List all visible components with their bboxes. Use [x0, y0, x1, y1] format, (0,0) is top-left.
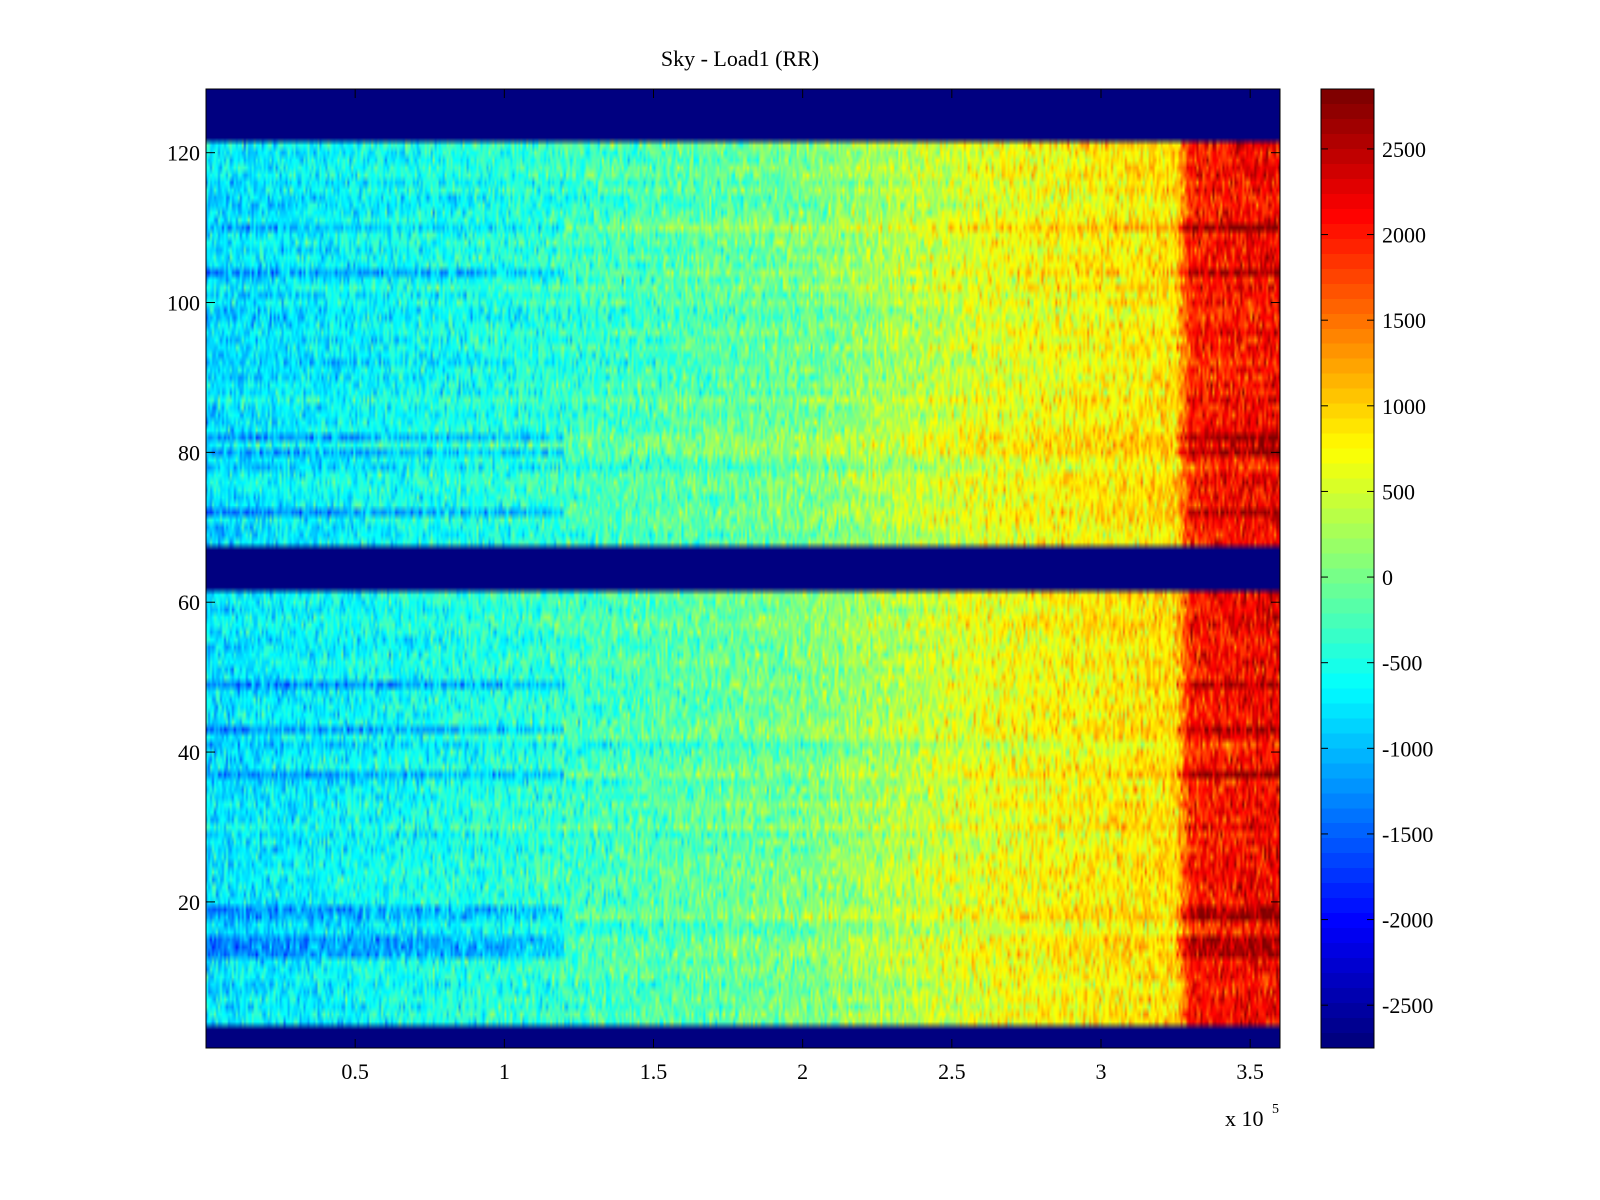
x-tick-label: 1.5: [640, 1059, 668, 1084]
x-tick-label: 2.5: [938, 1059, 966, 1084]
colorbar-tick-label: 1000: [1382, 394, 1426, 419]
x-tick-label: 0.5: [341, 1059, 369, 1084]
y-axis: 20 40 60 80 100 120: [167, 141, 1280, 915]
colorbar-tick-label: -500: [1382, 651, 1422, 676]
colorbar-frame: [1320, 88, 1375, 1049]
x-tick-label: 3: [1096, 1059, 1107, 1084]
colorbar-tick-label: 2500: [1382, 137, 1426, 162]
y-tick-label: 20: [178, 890, 200, 915]
colorbar-axis: -2500 -2000 -1500 -1000 -500 0 500 1000 1500 2000…: [1321, 137, 1433, 1018]
x-tick-label: 1: [499, 1059, 510, 1084]
colorbar-tick-label: -1500: [1382, 822, 1433, 847]
y-tick-label: 40: [178, 740, 200, 765]
colorbar-tick-label: -1000: [1382, 736, 1433, 761]
x-tick-label: 2: [797, 1059, 808, 1084]
colorbar-tick-label: 1500: [1382, 308, 1426, 333]
heatmap-image: [206, 89, 1280, 1048]
y-tick-label: 60: [178, 590, 200, 615]
y-tick-label: 120: [167, 141, 200, 166]
colorbar-tick-label: 2000: [1382, 223, 1426, 248]
colorbar-tick-label: 0: [1382, 565, 1393, 590]
colorbar-image: [1321, 89, 1374, 1048]
x-axis-exponent-power: 5: [1272, 1102, 1279, 1117]
colorbar-tick-label: 500: [1382, 479, 1415, 504]
x-axis-exponent-label: x 10: [1225, 1106, 1264, 1131]
plot-axes-frame: [205, 88, 1281, 1049]
y-tick-label: 80: [178, 440, 200, 465]
x-tick-label: 3.5: [1236, 1059, 1264, 1084]
chart-title: Sky - Load1 (RR): [661, 46, 819, 71]
x-axis: 0.5 1 1.5 2 2.5 3 3.5: [341, 89, 1264, 1084]
colorbar-tick-label: -2000: [1382, 908, 1433, 933]
y-tick-label: 100: [167, 291, 200, 316]
colorbar-tick-label: -2500: [1382, 993, 1433, 1018]
